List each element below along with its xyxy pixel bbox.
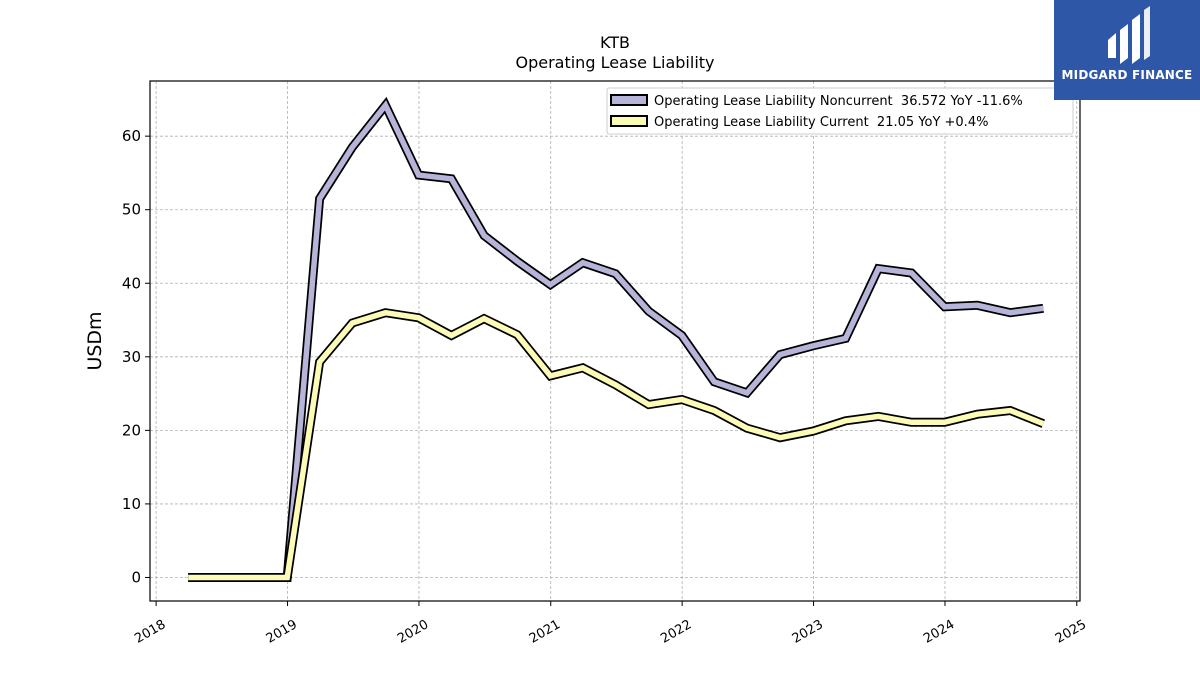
y-tick-label: 0	[131, 568, 141, 586]
chart-subtitle: Operating Lease Liability	[515, 53, 714, 72]
legend-label-1: Operating Lease Liability Current 21.05 …	[654, 115, 988, 130]
x-tick-label: 2025	[1053, 617, 1089, 647]
y-axis-label: USDm	[84, 311, 106, 370]
midgard-finance-logo: MIDGARD FINANCE	[1054, 0, 1200, 100]
series-line-1	[188, 309, 1045, 581]
y-tick-label: 60	[122, 127, 141, 145]
legend-swatch-1	[610, 115, 648, 127]
series-outline-0	[188, 96, 1044, 582]
legend-label-0: Operating Lease Liability Noncurrent 36.…	[654, 94, 1023, 109]
x-tick-label: 2023	[790, 617, 826, 647]
y-tick-label: 50	[122, 201, 141, 219]
y-tick-label: 30	[122, 348, 141, 366]
x-tick-label: 2021	[527, 617, 563, 647]
x-tick-label: 2022	[658, 617, 694, 647]
series-line-0	[188, 100, 1044, 581]
series-layer	[188, 96, 1045, 582]
x-tick-label: 2020	[395, 617, 431, 647]
tick-layer: 0 10 20 30 40 50 60 2018 2019 2020 2021 2022 2023 202…	[122, 127, 1089, 647]
plot-frame	[149, 80, 1081, 602]
x-tick-label: 2019	[264, 617, 300, 647]
legend-frame	[606, 87, 1074, 135]
y-tick-label: 10	[122, 495, 141, 513]
series-outline-1	[188, 308, 1045, 582]
legend-swatch-0	[610, 94, 648, 106]
y-tick-label: 20	[122, 421, 141, 439]
y-tick-label: 40	[122, 274, 141, 292]
logo-mark-icon	[1108, 6, 1150, 64]
x-tick-label: 2018	[132, 617, 168, 647]
legend: Operating Lease Liability Noncurrent 36.…	[606, 87, 1074, 135]
logo-text: MIDGARD FINANCE	[1061, 68, 1193, 82]
chart-title: KTB	[600, 33, 630, 52]
x-tick-label: 2024	[921, 617, 957, 647]
